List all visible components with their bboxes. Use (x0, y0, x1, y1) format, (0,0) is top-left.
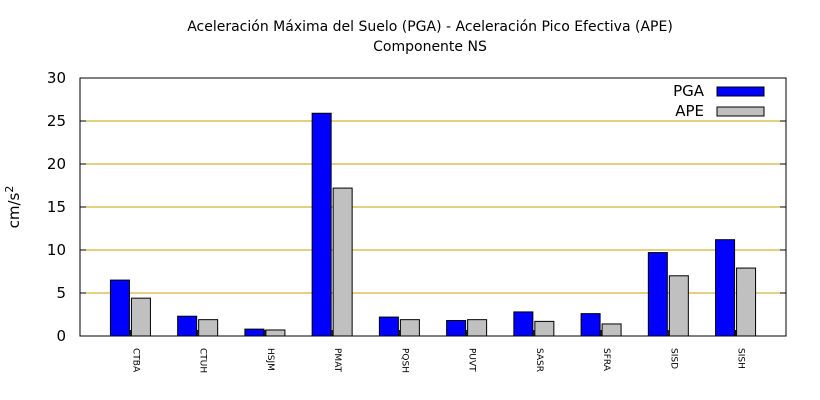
bar-ape-hsjm (265, 329, 286, 337)
legend: PGA APE (673, 82, 765, 120)
bar-ape-sasr (534, 320, 555, 337)
legend-label: PGA (673, 82, 705, 100)
x-tick-label: SISH (736, 348, 746, 369)
bar-ape-puvt (467, 319, 488, 337)
x-tick-label: HSJM (265, 348, 275, 371)
bar-pga-sisd (647, 252, 668, 337)
y-axis-label-unit: cm/s (5, 192, 23, 228)
gridlines (80, 120, 786, 294)
x-tick-label: SISD (668, 348, 678, 369)
y-tick-label: 25 (47, 112, 66, 130)
y-axis-label: cm/s2 (3, 186, 23, 229)
bar-pga-sish (715, 239, 736, 337)
y-axis-ticks: 0 5 10 15 20 25 30 (47, 69, 786, 345)
x-tick-label: PUVT (467, 348, 477, 372)
chart-subtitle: Componente NS (373, 39, 487, 55)
bar-pga-puvt (446, 320, 467, 337)
y-axis-label-superscript: 2 (3, 186, 16, 193)
legend-swatch-ape (716, 106, 765, 117)
bar-ape-sisd (668, 275, 689, 337)
bar-pga-sasr (513, 311, 534, 337)
y-tick-label: 15 (47, 198, 66, 216)
bar-ape-ctuh (198, 319, 219, 337)
x-axis-ticks: CTBA CTUH HSJM PMAT PQSH PUVT SASR SFRA SISD SISH (129, 330, 746, 373)
legend-swatch-pga (716, 86, 765, 97)
bar-pga-ctuh (177, 315, 198, 337)
y-tick-label: 30 (47, 69, 66, 87)
bar-pga-ctba (109, 279, 130, 337)
x-tick-label: CTUH (198, 348, 208, 373)
y-tick-label: 5 (56, 284, 66, 302)
bar-pga-pmat (311, 112, 332, 337)
bar-ape-pqsh (399, 319, 420, 337)
bar-pga-pqsh (378, 316, 399, 337)
bar-ape-sish (736, 267, 757, 337)
bar-pga-hsjm (244, 328, 265, 337)
bar-ape-ctba (130, 297, 151, 337)
bars (109, 112, 757, 337)
y-tick-label: 20 (47, 155, 66, 173)
legend-label: APE (675, 102, 704, 120)
x-tick-label: PMAT (332, 348, 342, 373)
chart-title: Aceleración Máxima del Suelo (PGA) - Ace… (187, 19, 673, 35)
x-tick-label: SASR (534, 348, 544, 372)
bar-ape-sfra (601, 323, 622, 337)
x-tick-label: PQSH (399, 348, 409, 373)
x-tick-label: CTBA (130, 348, 140, 373)
x-tick-label: SFRA (601, 348, 611, 372)
y-tick-label: 0 (56, 327, 66, 345)
y-tick-label: 10 (47, 241, 66, 259)
bar-ape-pmat (332, 187, 353, 337)
bar-pga-sfra (580, 313, 601, 337)
